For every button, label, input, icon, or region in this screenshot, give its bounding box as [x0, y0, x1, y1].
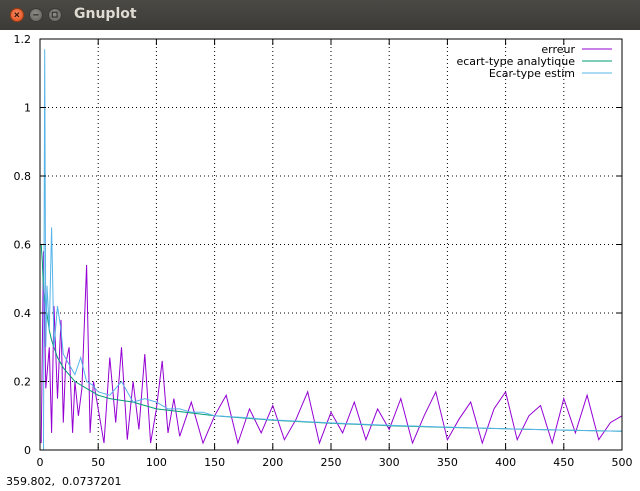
- maximize-icon: [51, 11, 58, 18]
- y-tick-label: 1: [24, 102, 31, 115]
- x-tick-label: 500: [612, 456, 633, 469]
- y-tick-label: 0.6: [14, 239, 32, 252]
- x-tick-label: 400: [495, 456, 516, 469]
- maximize-button[interactable]: [48, 8, 62, 22]
- plot-canvas[interactable]: 0 50 100 150 200 250 300 350 400 450 500 0 0.2 0.4 0.6…: [0, 30, 640, 473]
- mouse-coordinates: 359.802, 0.0737201: [6, 475, 122, 488]
- x-tick-label: 300: [379, 456, 400, 469]
- close-icon: [14, 12, 20, 18]
- series-line-erreur: [40, 251, 623, 445]
- series-line-ecart-type-analytique: [40, 244, 623, 432]
- y-tick-label: 1.2: [14, 33, 32, 46]
- y-tick-label: 0: [24, 444, 31, 457]
- y-tick-label: 0.4: [14, 307, 32, 320]
- minimize-button[interactable]: [29, 8, 43, 22]
- y-tick-label: 0.2: [14, 376, 32, 389]
- legend-label: erreur: [541, 43, 575, 56]
- x-tick-label: 250: [321, 456, 342, 469]
- close-button[interactable]: [10, 8, 24, 22]
- series-line-ecar-type-estim: [43, 49, 623, 451]
- x-tick-label: 150: [204, 456, 225, 469]
- minimize-icon: [33, 14, 39, 16]
- plot-border: [39, 38, 623, 451]
- window-title: Gnuplot: [74, 6, 137, 22]
- x-tick-label: 350: [437, 456, 458, 469]
- x-tick-label: 450: [553, 456, 574, 469]
- x-tick-label: 50: [91, 456, 105, 469]
- legend-label: ecart-type analytique: [456, 55, 575, 68]
- window-titlebar[interactable]: Gnuplot: [0, 0, 640, 31]
- x-tick-label: 100: [146, 456, 167, 469]
- x-tick-label: 200: [262, 456, 283, 469]
- y-tick-label: 0.8: [14, 170, 32, 183]
- plot-svg: 0 50 100 150 200 250 300 350 400 450 500 0 0.2 0.4 0.6…: [14, 33, 633, 469]
- status-bar: 359.802, 0.0737201: [0, 473, 640, 491]
- legend-label: Ecar-type estim: [489, 67, 575, 80]
- x-tick-label: 0: [37, 456, 44, 469]
